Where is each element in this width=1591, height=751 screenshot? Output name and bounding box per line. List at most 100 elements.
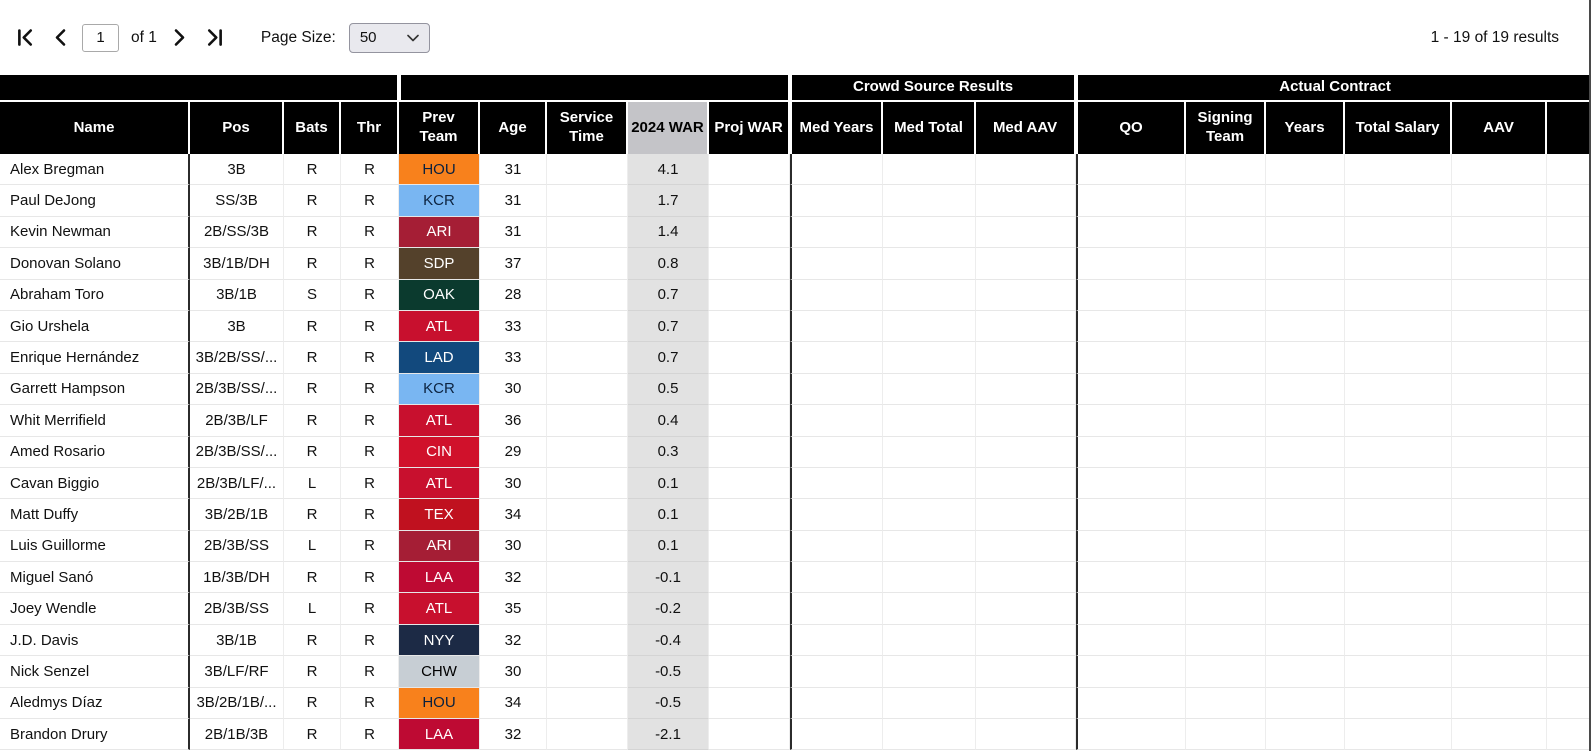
- cell-aav: [1452, 373, 1548, 406]
- column-header-qo[interactable]: QO: [1076, 102, 1187, 154]
- cell-war-2024: 0.3: [628, 436, 709, 468]
- column-header-years[interactable]: Years: [1266, 102, 1346, 154]
- cell-service-time: [547, 405, 628, 437]
- cell-pos: 3B/2B/1B: [190, 499, 284, 531]
- team-badge: KCR: [399, 185, 480, 217]
- cell-blank: [1547, 656, 1589, 688]
- column-header-age[interactable]: Age: [480, 102, 547, 154]
- cell-med-aav: [976, 593, 1077, 625]
- page-number-input[interactable]: [82, 23, 119, 52]
- cell-bats: R: [284, 687, 341, 720]
- next-page-button[interactable]: [167, 25, 193, 51]
- cell-aav: [1452, 593, 1548, 625]
- cell-med-total: [883, 154, 977, 186]
- cell-med-total: [883, 279, 977, 311]
- cell-aav: [1452, 342, 1548, 374]
- team-badge: ARI: [399, 216, 480, 249]
- team-badge: LAD: [399, 342, 480, 374]
- cell-war-2024: 0.7: [628, 310, 709, 343]
- column-header-med-years[interactable]: Med Years: [790, 102, 884, 154]
- cell-blank: [1547, 374, 1589, 406]
- cell-blank: [1547, 499, 1589, 531]
- cell-qo: [1076, 154, 1187, 186]
- cell-qo: [1076, 310, 1187, 343]
- cell-total-salary: [1345, 624, 1453, 657]
- table-row: Matt Duffy 3B/2B/1B R R TEX 34 0.1: [0, 499, 1589, 531]
- cell-thr: R: [341, 530, 399, 563]
- cell-age: 29: [480, 436, 547, 468]
- column-header-total-salary[interactable]: Total Salary: [1345, 102, 1453, 154]
- cell-total-salary: [1345, 687, 1453, 720]
- cell-bats: R: [284, 624, 341, 657]
- cell-pos: 3B: [190, 154, 284, 186]
- cell-signing-team: [1186, 687, 1267, 720]
- cell-thr: R: [341, 154, 399, 186]
- last-page-button[interactable]: [202, 25, 228, 51]
- cell-aav: [1452, 216, 1548, 249]
- cell-med-years: [790, 310, 884, 343]
- cell-proj-war: [709, 185, 791, 217]
- column-header-aav[interactable]: AAV: [1452, 102, 1548, 154]
- column-header-thr[interactable]: Thr: [341, 102, 399, 154]
- prev-page-button[interactable]: [47, 25, 73, 51]
- cell-signing-team: [1186, 279, 1267, 311]
- team-badge: ATL: [399, 310, 480, 343]
- cell-war-2024: 0.8: [628, 248, 709, 280]
- column-header-proj-war[interactable]: Proj WAR: [709, 102, 791, 154]
- cell-service-time: [547, 279, 628, 311]
- team-badge: OAK: [399, 279, 480, 311]
- first-page-button[interactable]: [12, 25, 38, 51]
- cell-pos: SS/3B: [190, 185, 284, 217]
- cell-service-time: [547, 719, 628, 751]
- cell-proj-war: [709, 279, 791, 311]
- table-row: Cavan Biggio 2B/3B/LF/... L R ATL 30 0.1: [0, 467, 1589, 500]
- cell-med-aav: [976, 467, 1077, 500]
- column-header-pos[interactable]: Pos: [190, 102, 284, 154]
- cell-total-salary: [1345, 436, 1453, 468]
- cell-med-years: [790, 467, 884, 500]
- table-row: Abraham Toro 3B/1B S R OAK 28 0.7: [0, 279, 1589, 311]
- cell-years: [1266, 499, 1346, 531]
- group-header-spacer: [0, 75, 399, 102]
- cell-thr: R: [341, 499, 399, 531]
- cell-pos: 2B/3B/SS: [190, 530, 284, 563]
- cell-service-time: [547, 216, 628, 249]
- column-header-med-total[interactable]: Med Total: [883, 102, 977, 154]
- table-row: Garrett Hampson 2B/3B/SS/... R R KCR 30 0.5: [0, 373, 1589, 406]
- table-row: Miguel Sanó 1B/3B/DH R R LAA 32 -0.1: [0, 562, 1589, 594]
- cell-service-time: [547, 687, 628, 720]
- cell-name: Luis Guillorme: [0, 530, 190, 563]
- cell-total-salary: [1345, 562, 1453, 594]
- group-header-actual-contract: Actual Contract: [1076, 75, 1589, 102]
- cell-thr: R: [341, 248, 399, 280]
- column-header-med-aav[interactable]: Med AAV: [976, 102, 1077, 154]
- free-agents-table: Crowd Source Results Actual Contract Name…: [0, 75, 1589, 751]
- cell-war-2024: 0.4: [628, 405, 709, 437]
- cell-name: Donovan Solano: [0, 248, 190, 280]
- column-header-name[interactable]: Name: [0, 102, 190, 154]
- cell-med-years: [790, 530, 884, 563]
- page-size-value: 50: [359, 29, 377, 46]
- column-header-signing-team[interactable]: Signing Team: [1186, 102, 1267, 154]
- cell-age: 30: [480, 530, 547, 563]
- page-size-label: Page Size:: [260, 28, 336, 46]
- page-size-select[interactable]: 50: [348, 22, 430, 53]
- cell-thr: R: [341, 436, 399, 468]
- column-header-bats[interactable]: Bats: [284, 102, 341, 154]
- cell-signing-team: [1186, 467, 1267, 500]
- cell-bats: R: [284, 248, 341, 280]
- cell-signing-team: [1186, 216, 1267, 249]
- cell-aav: [1452, 154, 1548, 186]
- column-header-2024-war[interactable]: 2024 WAR: [628, 102, 709, 154]
- chevron-left-icon: [55, 29, 65, 46]
- column-header-prev-team[interactable]: Prev Team: [399, 102, 480, 154]
- cell-bats: R: [284, 310, 341, 343]
- cell-blank: [1547, 405, 1589, 437]
- cell-med-years: [790, 656, 884, 688]
- cell-age: 34: [480, 499, 547, 531]
- cell-years: [1266, 248, 1346, 280]
- column-header-service-time[interactable]: Service Time: [547, 102, 628, 154]
- cell-med-aav: [976, 499, 1077, 531]
- cell-war-2024: -0.2: [628, 593, 709, 625]
- cell-age: 36: [480, 405, 547, 437]
